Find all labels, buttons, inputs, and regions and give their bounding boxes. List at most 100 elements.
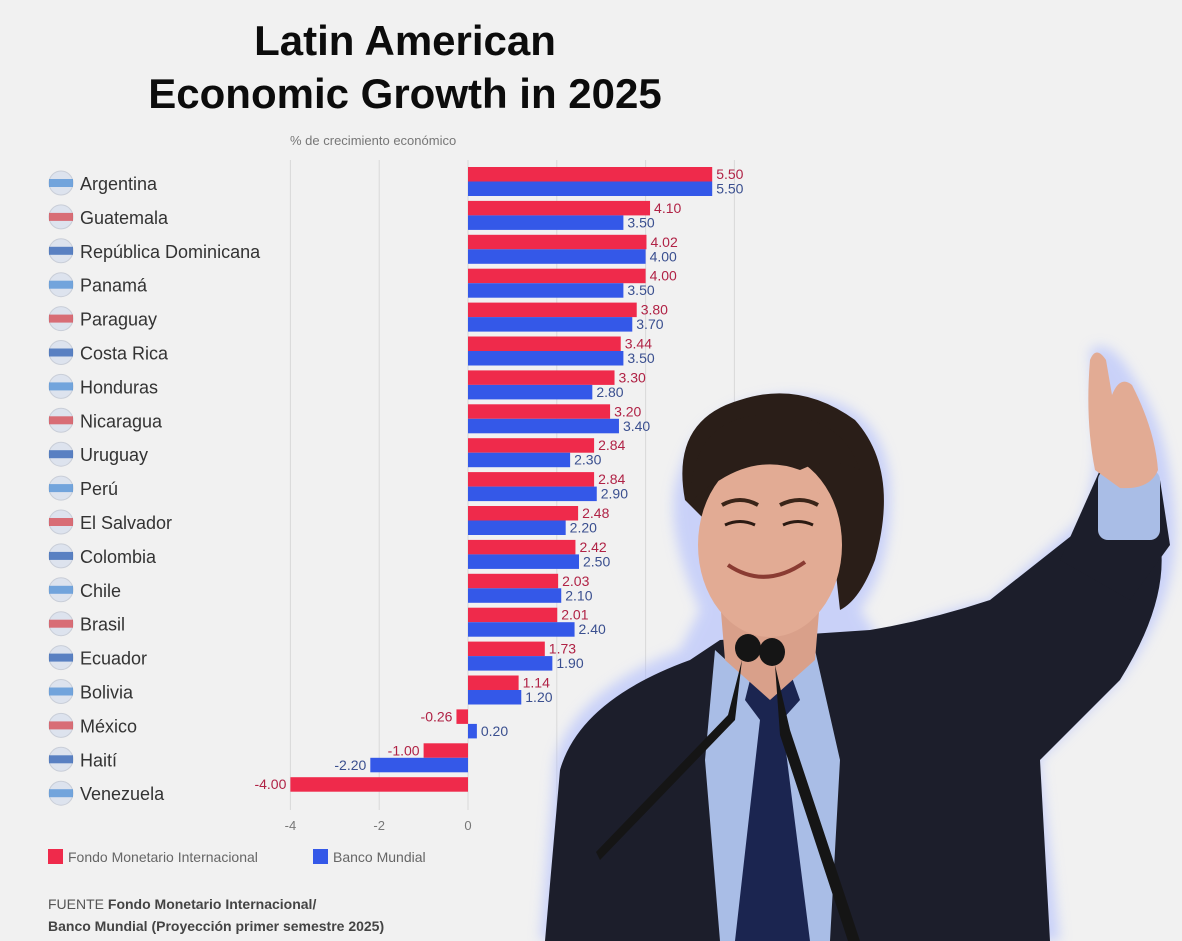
category-label: Bolivia bbox=[80, 683, 134, 703]
data-label: 3.44 bbox=[625, 336, 652, 352]
wb-bar bbox=[370, 757, 468, 773]
imf-bar bbox=[468, 438, 595, 453]
category-label: El Salvador bbox=[80, 513, 172, 533]
imf-bar bbox=[468, 404, 611, 419]
flag-stripe bbox=[49, 416, 73, 425]
flag-icon bbox=[48, 238, 74, 264]
flag-stripe bbox=[49, 585, 73, 594]
flag-stripe bbox=[49, 348, 73, 357]
category-label: Argentina bbox=[80, 174, 158, 194]
suit-jacket bbox=[545, 524, 1162, 941]
imf-bar bbox=[468, 200, 651, 216]
wb-bar bbox=[468, 283, 624, 298]
category-label: Brasil bbox=[80, 615, 125, 635]
category-label: Nicaragua bbox=[80, 411, 163, 431]
flag-icon bbox=[48, 645, 74, 671]
flag-icon bbox=[48, 272, 74, 298]
source-line-2: Banco Mundial (Proyección primer semestr… bbox=[48, 918, 384, 934]
flag-stripe bbox=[49, 687, 73, 696]
data-label: -0.26 bbox=[421, 708, 453, 724]
x-tick-label: 0 bbox=[464, 818, 471, 833]
data-label: 1.90 bbox=[556, 655, 583, 671]
imf-bar bbox=[468, 539, 576, 555]
imf-bar bbox=[468, 472, 595, 487]
data-label: -4.00 bbox=[254, 776, 286, 792]
data-label: -2.20 bbox=[334, 757, 366, 773]
source-org-1: Fondo Monetario Internacional/ bbox=[107, 896, 317, 912]
data-label: 1.20 bbox=[525, 689, 552, 705]
flag-stripe bbox=[49, 721, 73, 730]
flag-icon bbox=[48, 746, 74, 772]
imf-bar bbox=[468, 268, 646, 284]
category-label: Panamá bbox=[80, 276, 148, 296]
imf-bar bbox=[468, 573, 559, 589]
imf-bar bbox=[468, 302, 637, 318]
data-label: 3.30 bbox=[619, 369, 646, 385]
imf-bar bbox=[468, 607, 558, 623]
category-label: Colombia bbox=[80, 547, 157, 567]
flag-stripe bbox=[49, 382, 73, 391]
imf-bar bbox=[468, 234, 647, 250]
wb-bar bbox=[468, 317, 633, 332]
category-label: México bbox=[80, 716, 137, 736]
data-label: 3.40 bbox=[623, 418, 650, 434]
flag-icon bbox=[48, 679, 74, 704]
data-label: 1.73 bbox=[549, 641, 576, 657]
flag-icon bbox=[48, 611, 74, 637]
data-label: 3.80 bbox=[641, 302, 668, 318]
imf-bar bbox=[290, 777, 468, 792]
data-label: 2.48 bbox=[582, 505, 609, 521]
category-label: Venezuela bbox=[80, 784, 165, 804]
data-label: 3.50 bbox=[627, 350, 654, 366]
wb-bar bbox=[468, 656, 553, 671]
legend-label-imf: Fondo Monetario Internacional bbox=[68, 849, 258, 865]
face bbox=[698, 453, 842, 637]
legend-swatch-imf bbox=[48, 849, 63, 864]
wb-bar bbox=[468, 622, 575, 637]
flag-stripe bbox=[49, 551, 73, 560]
title-line-2: Economic Growth in 2025 bbox=[148, 70, 662, 117]
category-label: Costa Rica bbox=[80, 344, 169, 364]
flag-stripe bbox=[49, 179, 73, 187]
data-label: 4.02 bbox=[650, 234, 677, 250]
flag-icon bbox=[48, 543, 74, 569]
flag-stripe bbox=[49, 246, 73, 255]
flag-stripe bbox=[49, 789, 73, 798]
wb-bar bbox=[468, 723, 477, 739]
data-label: 3.20 bbox=[614, 403, 641, 419]
flag-icon bbox=[48, 373, 74, 399]
source-line-1: FUENTE Fondo Monetario Internacional/ bbox=[48, 896, 316, 912]
category-label: Honduras bbox=[80, 377, 158, 397]
category-label: Perú bbox=[80, 479, 118, 499]
category-label: Ecuador bbox=[80, 649, 147, 669]
data-label: 5.50 bbox=[716, 181, 743, 197]
imf-bar bbox=[468, 641, 545, 657]
data-label: 2.03 bbox=[562, 573, 589, 589]
flag-stripe bbox=[49, 484, 73, 493]
flag-icon bbox=[48, 475, 74, 501]
flag-icon bbox=[48, 170, 74, 196]
data-label: 2.10 bbox=[565, 587, 592, 603]
imf-bar bbox=[456, 709, 468, 724]
imf-bar bbox=[423, 743, 468, 758]
flag-icon bbox=[48, 509, 74, 535]
data-label: 5.50 bbox=[716, 166, 743, 182]
data-label: 4.00 bbox=[650, 268, 677, 284]
flag-icon bbox=[48, 780, 74, 806]
wb-bar bbox=[468, 588, 562, 603]
chart-subtitle: % de crecimiento económico bbox=[290, 133, 456, 148]
x-tick-label: -2 bbox=[373, 818, 385, 833]
data-label: 2.84 bbox=[598, 437, 625, 453]
flag-icon bbox=[48, 577, 74, 603]
data-label: 2.40 bbox=[579, 621, 606, 637]
category-label: Chile bbox=[80, 581, 121, 601]
wb-bar bbox=[468, 486, 597, 502]
flag-icon bbox=[48, 441, 74, 467]
category-label: Paraguay bbox=[80, 310, 157, 330]
data-label: 2.50 bbox=[583, 553, 610, 569]
data-label: 1.14 bbox=[523, 675, 550, 691]
flag-stripe bbox=[49, 212, 73, 221]
microphone bbox=[596, 634, 860, 941]
